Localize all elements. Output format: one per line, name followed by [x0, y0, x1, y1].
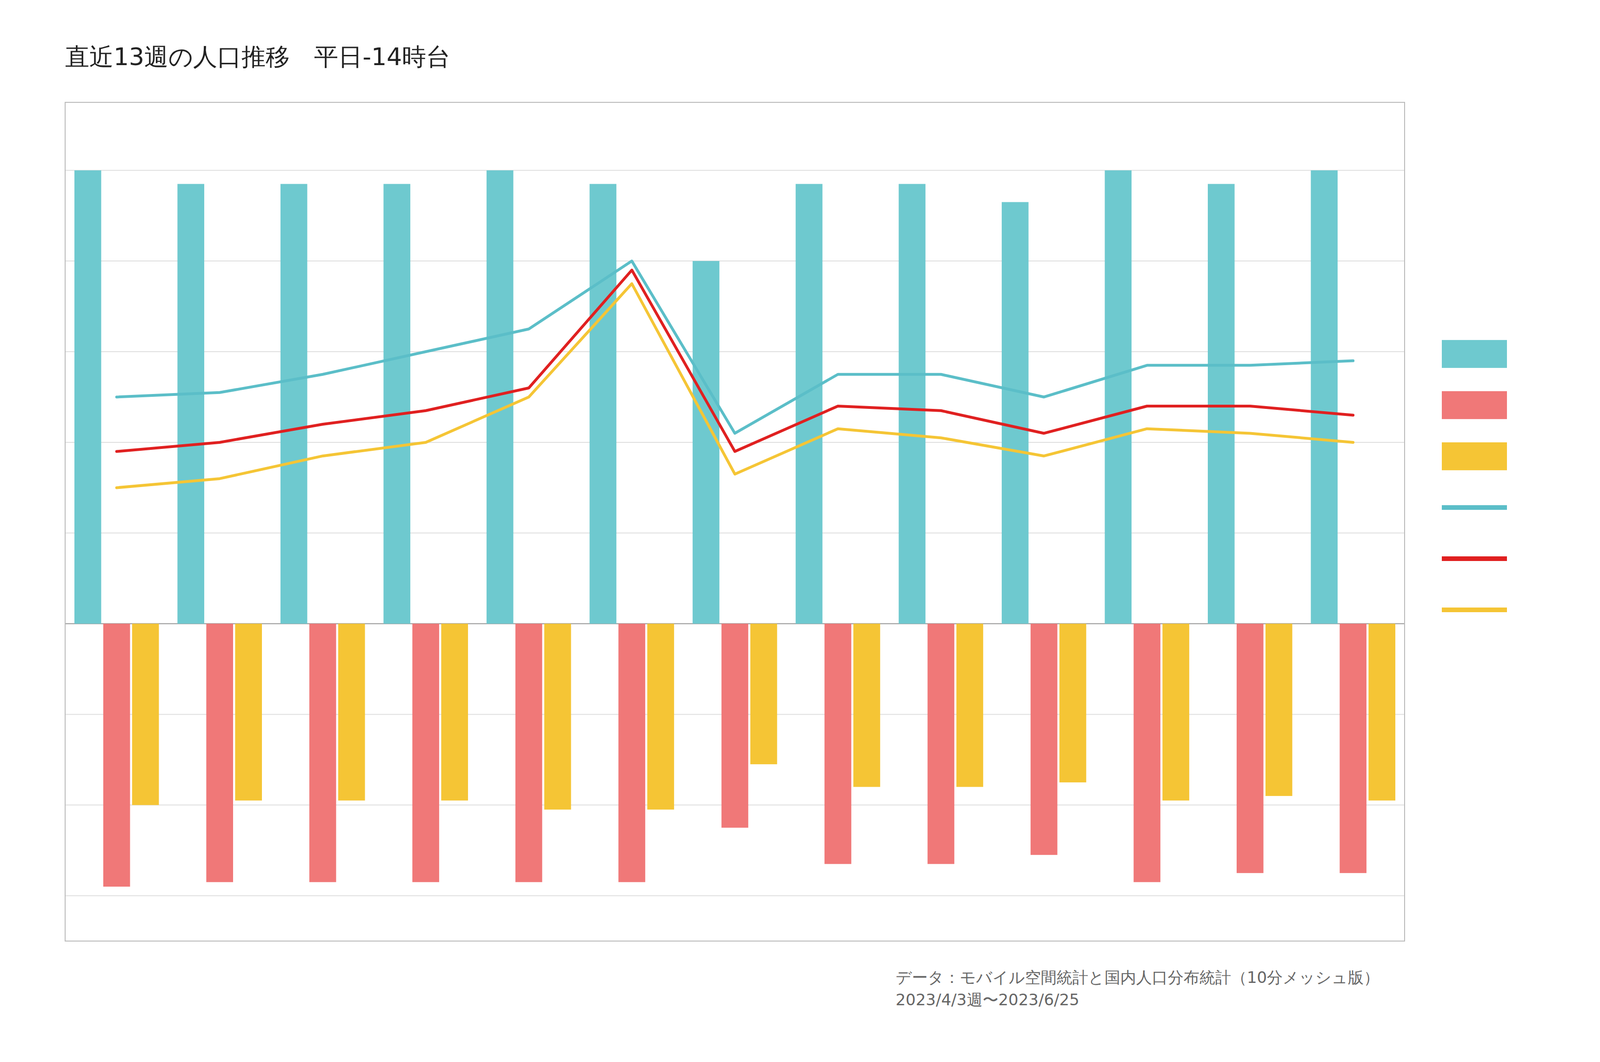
chart: 直近13週の人口推移 平日‐14時台データ：モバイル空間統計と国内人口分布統計（… — [0, 0, 1600, 1062]
grid-line — [65, 169, 1405, 171]
line — [116, 283, 1354, 489]
grid-line — [65, 260, 1405, 262]
bar — [383, 183, 411, 624]
legend-swatch — [1441, 607, 1507, 613]
bar — [309, 623, 337, 883]
legend-swatch — [1441, 556, 1507, 562]
bar — [1030, 623, 1058, 856]
plot-frame — [65, 102, 1405, 942]
bar — [898, 183, 926, 624]
bar — [206, 623, 234, 883]
bar — [721, 623, 749, 829]
title: 直近13週の人口推移 平日‐14時台 — [65, 42, 451, 71]
bar — [1104, 170, 1132, 624]
bar — [1207, 183, 1235, 624]
grid-line — [65, 441, 1405, 443]
bar — [1001, 201, 1029, 624]
bar — [280, 183, 308, 624]
bar — [177, 183, 205, 624]
bar — [1059, 623, 1087, 783]
grid-line — [65, 351, 1405, 353]
plot-area — [74, 170, 1396, 887]
line — [116, 270, 1354, 452]
bar — [544, 623, 572, 811]
bar — [234, 623, 262, 801]
bar — [441, 623, 469, 801]
bar — [338, 623, 366, 801]
bar — [589, 183, 617, 624]
bar — [515, 623, 543, 883]
bar — [956, 623, 984, 788]
grid-line — [65, 532, 1405, 534]
bar — [74, 170, 102, 624]
legend-swatch — [1441, 442, 1507, 471]
annotation: データ：モバイル空間統計と国内人口分布統計（10分メッシュ版）2023/4/3週… — [895, 968, 1380, 1010]
bar — [795, 183, 823, 624]
bar — [1265, 623, 1293, 797]
bar — [1339, 623, 1367, 874]
legend-swatch — [1441, 505, 1507, 510]
bar — [647, 623, 675, 811]
bar — [412, 623, 440, 883]
bar — [927, 623, 955, 865]
bar — [824, 623, 852, 865]
bar — [853, 623, 881, 788]
bar — [132, 623, 160, 806]
bar — [692, 261, 720, 624]
bar — [1133, 623, 1161, 883]
bar — [750, 623, 778, 765]
legend — [1441, 340, 1507, 610]
bar — [618, 623, 646, 883]
legend-swatch — [1441, 391, 1507, 420]
grid — [65, 170, 1405, 896]
grid-line — [65, 895, 1405, 897]
bar — [1310, 170, 1338, 624]
bar — [1368, 623, 1396, 801]
bar — [1162, 623, 1190, 801]
legend-swatch — [1441, 340, 1507, 369]
bar — [103, 623, 131, 887]
bar — [1236, 623, 1264, 874]
